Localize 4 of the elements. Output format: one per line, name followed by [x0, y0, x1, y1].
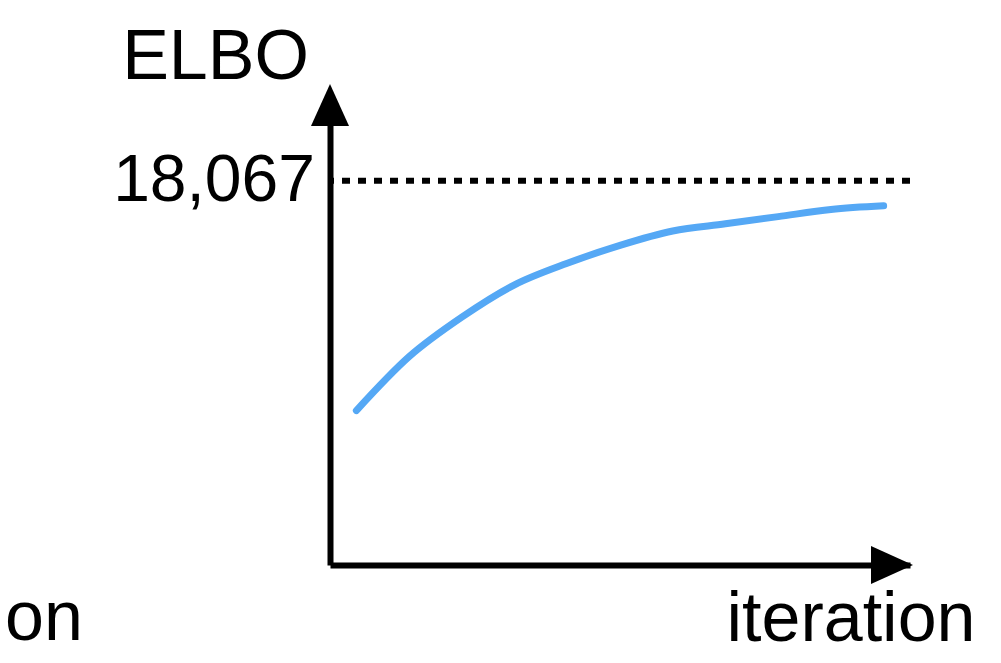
y-axis-title: ELBO [122, 15, 309, 94]
text: 18,067 [113, 140, 315, 215]
text: on [5, 577, 83, 655]
x-axis-title: iteration [726, 577, 976, 656]
